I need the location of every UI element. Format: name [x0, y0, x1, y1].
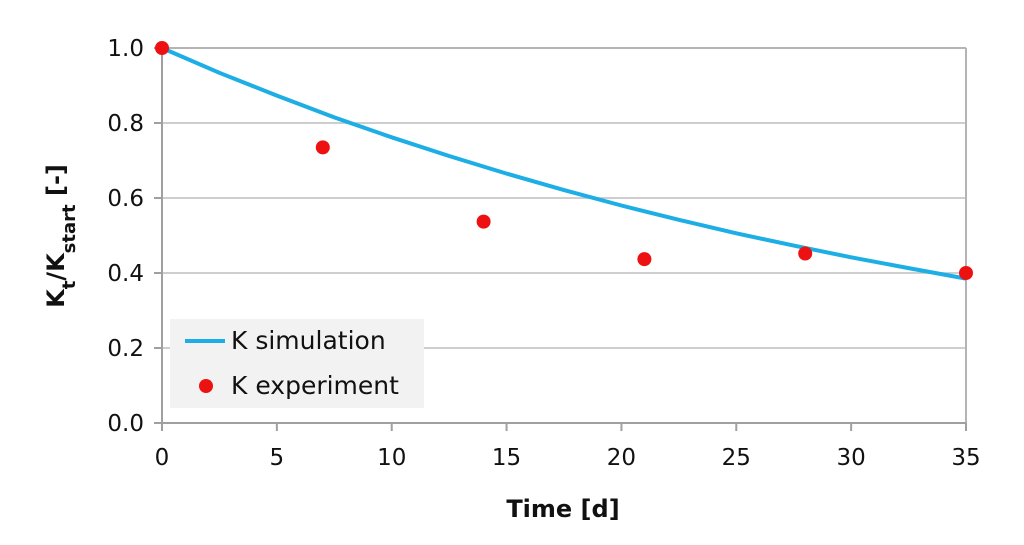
x-tick-label: 20 — [607, 445, 636, 471]
y-axis-title-slash: / — [42, 272, 70, 281]
x-axis-title: Time [d] — [506, 495, 619, 523]
axes — [154, 47, 967, 431]
y-axis-title-unit: [-] — [42, 164, 70, 204]
experiment-point — [155, 41, 169, 55]
y-tick-label: 0.4 — [107, 261, 144, 287]
x-tick-label: 0 — [155, 445, 170, 471]
y-axis-title: Kt/Kstart [-] — [42, 164, 80, 308]
x-tick-label: 15 — [492, 445, 521, 471]
experiment-point — [476, 214, 491, 229]
y-axis-title-k2: K — [42, 252, 70, 272]
tick-labels: 0 5 10 15 20 25 30 35 0.0 0.2 0.4 0.6 0.8 1.0 — [107, 36, 980, 471]
y-axis-title-sub-t: t — [59, 280, 80, 289]
legend-label-experiment: K experiment — [231, 371, 399, 400]
experiment-series — [155, 41, 973, 280]
experiment-point — [315, 140, 330, 155]
legend-label-simulation: K simulation — [231, 326, 386, 355]
legend: K simulation K experiment — [170, 319, 424, 408]
simulation-line — [161, 46, 967, 281]
y-tick-label: 0.0 — [107, 411, 144, 437]
simulation-series — [161, 46, 967, 281]
y-tick-label: 0.8 — [107, 111, 144, 137]
x-tick-label: 30 — [837, 445, 866, 471]
legend-dot-swatch — [199, 379, 213, 393]
experiment-point — [637, 252, 652, 267]
y-tick-label: 0.6 — [107, 186, 144, 212]
x-tick-label: 35 — [951, 445, 980, 471]
x-tick-label: 5 — [270, 445, 285, 471]
experiment-point — [798, 246, 813, 261]
y-axis-title-sub-start: start — [59, 204, 80, 253]
y-tick-label: 0.2 — [107, 336, 144, 362]
x-tick-label: 25 — [722, 445, 751, 471]
y-tick-label: 1.0 — [107, 36, 144, 62]
y-axis-title-k1: K — [42, 288, 70, 308]
experiment-point — [959, 266, 973, 280]
legend-background — [170, 319, 424, 408]
x-tick-label: 10 — [377, 445, 406, 471]
